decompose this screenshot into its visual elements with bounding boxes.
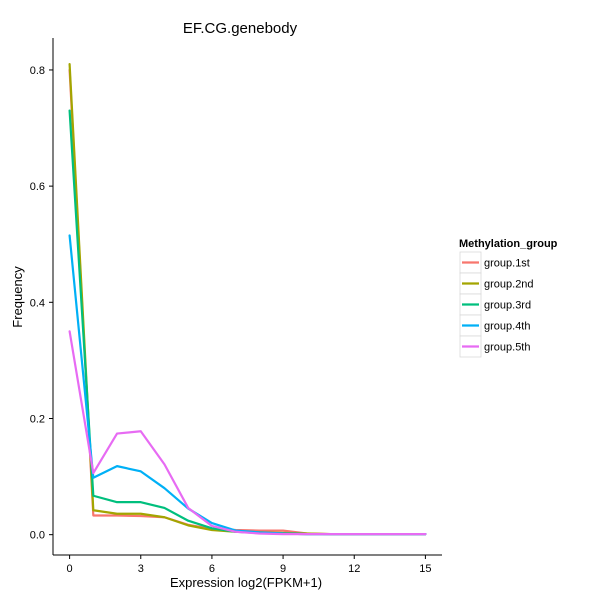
legend-label-group.1st: group.1st [484,258,530,270]
legend-label-group.3rd: group.3rd [484,300,531,312]
legend-title: Methylation_group [459,238,558,250]
axes: 0 3 6 9 12 15 0.0 0.2 0.4 0.6 0.8 [30,38,442,575]
plot-area [68,63,427,536]
series-line-group.1st [68,68,427,536]
legend-label-group.2nd: group.2nd [484,279,534,291]
legend: Methylation_group group.1st group.2nd grou… [459,238,558,358]
x-tick-label: 6 [209,563,215,575]
y-tick-label: 0.2 [30,413,45,425]
x-tick-label: 15 [419,563,431,575]
series-line-group.5th [68,330,427,536]
series-line-group.4th [68,234,427,536]
legend-label-group.4th: group.4th [484,321,530,333]
x-tick-label: 9 [280,563,286,575]
y-tick-label: 0.6 [30,181,45,193]
y-tick-label: 0.8 [30,65,45,77]
x-axis-title: Expression log2(FPKM+1) [170,575,322,590]
x-tick-label: 0 [67,563,73,575]
x-tick-label: 12 [348,563,360,575]
y-tick-label: 0.4 [30,297,45,309]
series-line-group.3rd [68,109,427,536]
y-tick-label: 0.0 [30,530,45,542]
legend-label-group.5th: group.5th [484,342,530,354]
series-line-group.2nd [68,63,427,536]
x-tick-label: 3 [138,563,144,575]
y-axis-title: Frequency [10,266,25,328]
chart-title: EF.CG.genebody [183,20,298,37]
